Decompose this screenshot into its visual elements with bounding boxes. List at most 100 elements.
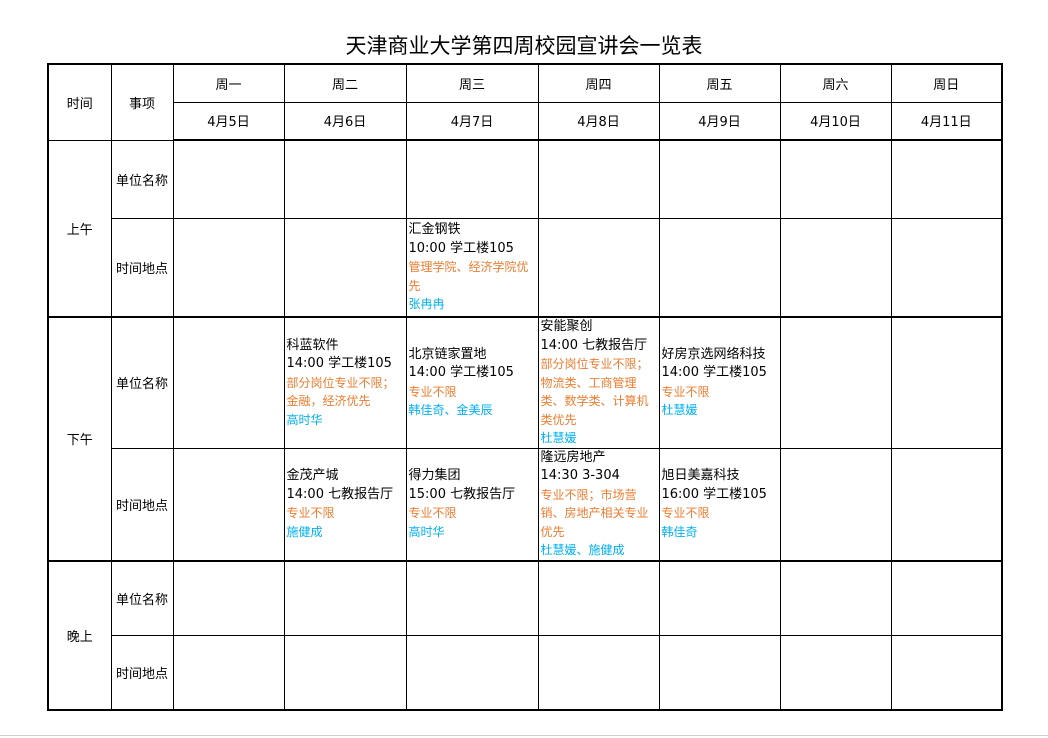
contact-person: 施健成 xyxy=(286,524,323,539)
schedule-cell xyxy=(658,635,781,711)
contact-person: 杜慧媛 xyxy=(661,403,698,418)
schedule-cell: 好房京选网络科技 14:00 学工楼105 专业不限杜慧媛 xyxy=(658,316,781,449)
event-time-location: 14:00 七教报告厅 xyxy=(540,337,648,353)
row-label: 时间地点 xyxy=(110,217,174,318)
contact-person: 韩佳奇、金美辰 xyxy=(408,403,493,418)
page-divider xyxy=(0,735,1048,736)
schedule-cell xyxy=(779,316,892,449)
event-entry: 旭日美嘉科技 16:00 学工楼105 专业不限 韩佳奇 xyxy=(662,467,778,541)
schedule-cell: 得力集团 15:00 七教报告厅 专业不限高时华 xyxy=(405,447,539,562)
major-requirement: 部分岗位专业不限；物流类、工商管理类、数学类、计算机类优先 xyxy=(540,357,649,427)
company-name: 安能聚创 xyxy=(540,319,593,334)
schedule-row: 上午 单位名称 xyxy=(47,139,1003,318)
date-header-row: 4月5日 4月6日 4月7日 4月8日 4月9日 4月10日 4月11日 xyxy=(48,101,1003,141)
day-header: 周六 xyxy=(779,63,892,103)
contact-person: 高时华 xyxy=(286,412,323,427)
schedule-cell: 安能聚创 14:00 七教报告厅部分岗位专业不限；物流类、工商管理类、数学类、计算… xyxy=(537,316,660,449)
company-name: 旭日美嘉科技 xyxy=(661,468,740,483)
schedule-cell xyxy=(658,139,781,219)
schedule-cell xyxy=(172,139,285,219)
event-entry: 科蓝软件 14:00 学工楼105 部分岗位专业不限；金融，经济优先高时华 xyxy=(287,337,404,430)
date-header: 4月9日 xyxy=(658,101,781,141)
date-header: 4月5日 xyxy=(172,101,285,141)
event-time-location: 16:00 学工楼105 xyxy=(661,486,767,502)
schedule-cell: 汇金钢铁 10:00 学工楼105 管理学院、经济学院优先张冉冉 xyxy=(405,217,539,318)
major-requirement: 专业不限 xyxy=(661,384,710,399)
event-time-location: 14:00 学工楼105 xyxy=(286,356,392,371)
schedule-cell xyxy=(537,139,660,219)
row-label: 时间地点 xyxy=(110,447,174,562)
contact-person: 杜慧媛、施健成 xyxy=(540,543,625,557)
schedule-cell xyxy=(537,635,660,711)
schedule-cell: 北京链家置地 14:00 学工楼105 专业不限韩佳奇、金美辰 xyxy=(405,316,539,449)
schedule-cell xyxy=(658,560,781,636)
schedule-cell xyxy=(172,560,285,636)
day-header: 周一 xyxy=(172,63,285,103)
event-time-location: 14:00 学工楼105 xyxy=(408,365,514,381)
day-header: 周四 xyxy=(537,63,660,103)
period-label: 上午 xyxy=(47,139,112,318)
schedule-row: 时间地点 汇金钢铁 10:00 学工楼105 管理学院、经济学院优先张冉冉 xyxy=(48,217,1003,318)
date-header: 4月10日 xyxy=(779,101,892,141)
event-entry: 得力集团 15:00 七教报告厅 专业不限高时华 xyxy=(409,467,536,541)
schedule-cell xyxy=(779,635,892,711)
schedule-cell xyxy=(779,217,892,318)
event-entry: 金茂产城 14:00 七教报告厅 专业不限 施健成 xyxy=(287,467,404,541)
date-header: 4月8日 xyxy=(537,101,660,141)
major-requirement: 部分岗位专业不限；金融，经济优先 xyxy=(286,375,395,409)
date-header: 4月6日 xyxy=(283,101,407,141)
schedule-cell xyxy=(172,217,285,318)
event-entry: 安能聚创 14:00 七教报告厅部分岗位专业不限；物流类、工商管理类、数学类、计算… xyxy=(540,318,657,447)
date-header: 4月7日 xyxy=(405,101,539,141)
company-name: 北京链家置地 xyxy=(408,346,487,362)
company-name: 好房京选网络科技 xyxy=(661,346,766,362)
company-name: 汇金钢铁 xyxy=(408,222,461,237)
event-entry: 好房京选网络科技 14:00 学工楼105 专业不限杜慧媛 xyxy=(662,346,778,420)
event-time-location: 10:00 学工楼105 xyxy=(408,240,514,256)
schedule-cell xyxy=(172,316,285,449)
event-time-location: 14:00 学工楼105 xyxy=(661,365,767,381)
schedule-row: 晚上 单位名称 xyxy=(47,560,1003,711)
schedule-cell xyxy=(890,217,1003,318)
event-entry: 汇金钢铁 10:00 学工楼105 管理学院、经济学院优先张冉冉 xyxy=(409,221,536,314)
event-time-location: 14:00 七教报告厅 xyxy=(286,486,394,502)
row-label: 单位名称 xyxy=(110,316,174,449)
row-label: 单位名称 xyxy=(110,139,174,219)
schedule-cell xyxy=(283,635,407,711)
schedule-cell xyxy=(779,560,892,636)
row-label: 单位名称 xyxy=(110,560,174,636)
major-requirement: 专业不限 xyxy=(408,506,457,520)
day-header: 周二 xyxy=(283,63,407,103)
schedule-cell xyxy=(537,217,660,318)
schedule-cell xyxy=(405,635,539,711)
company-name: 科蓝软件 xyxy=(286,337,339,353)
event-entry: 隆远房地产 14:30 3-304 专业不限；市场营销、房地产相关专业优先 杜慧媛、施… xyxy=(540,449,657,559)
period-label: 下午 xyxy=(47,316,112,562)
schedule-cell xyxy=(405,560,539,636)
schedule-cell xyxy=(283,139,407,219)
schedule-cell xyxy=(172,447,285,562)
contact-person: 张冉冉 xyxy=(408,297,445,311)
schedule-cell xyxy=(779,139,892,219)
schedule-cell xyxy=(779,447,892,562)
schedule-cell: 金茂产城 14:00 七教报告厅 专业不限 施健成 xyxy=(283,447,407,562)
day-header: 周日 xyxy=(890,63,1003,103)
schedule-cell xyxy=(890,447,1003,562)
company-name: 金茂产城 xyxy=(286,468,339,483)
schedule-cell xyxy=(537,560,660,636)
company-name: 得力集团 xyxy=(408,468,461,483)
schedule-cell xyxy=(890,635,1003,711)
schedule-cell xyxy=(658,217,781,318)
event-time-location: 14:30 3-304 xyxy=(540,468,620,483)
event-time-location: 15:00 七教报告厅 xyxy=(408,486,516,502)
row-label: 时间地点 xyxy=(110,635,174,711)
contact-person: 高时华 xyxy=(408,524,445,539)
day-header-row: 时间 事项 周一 周二 周三 周四 周五 周六 周日 xyxy=(47,63,1003,141)
schedule-cell xyxy=(405,139,539,219)
major-requirement: 专业不限；市场营销、房地产相关专业优先 xyxy=(540,487,649,539)
major-requirement: 专业不限 xyxy=(408,384,457,399)
contact-person: 韩佳奇 xyxy=(661,524,698,539)
major-requirement: 管理学院、经济学院优先 xyxy=(408,260,529,293)
schedule-cell xyxy=(890,560,1003,636)
contact-person: 杜慧媛 xyxy=(540,431,577,445)
